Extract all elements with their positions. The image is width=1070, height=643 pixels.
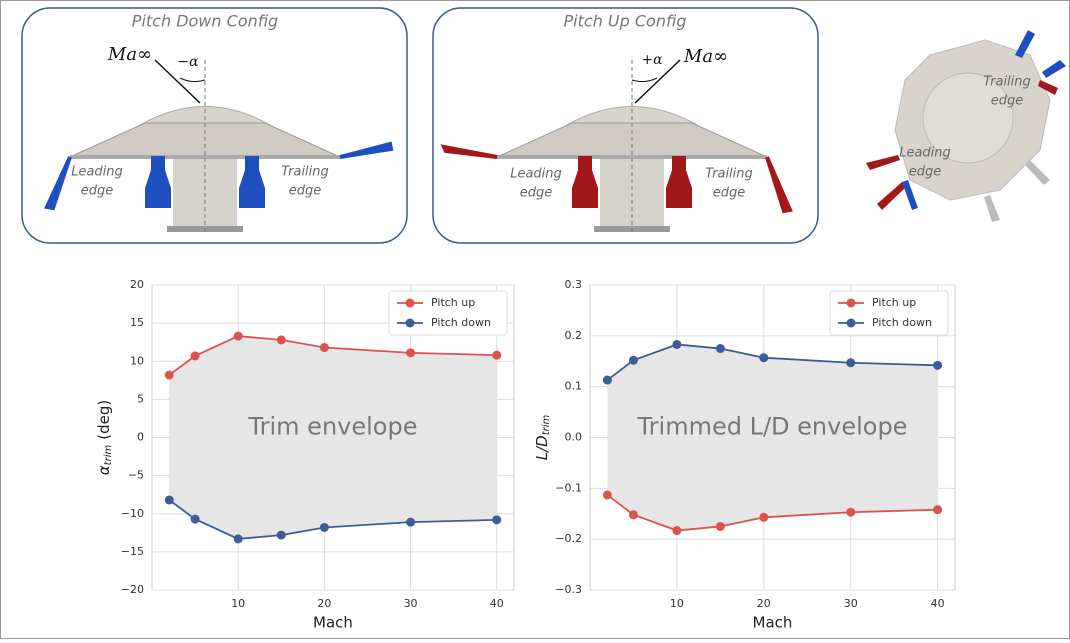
x-axis-label: Mach: [313, 614, 353, 632]
data-point: [277, 531, 286, 540]
y-tick-label: 0.0: [565, 431, 583, 444]
y-tick-label: −0.1: [555, 481, 582, 494]
y-axis-label-sub: trim: [103, 445, 114, 466]
trailing-edge-label: edge: [991, 94, 1024, 109]
data-point: [603, 376, 612, 385]
x-tick-label: 40: [490, 597, 504, 610]
y-tick-label: 0.2: [565, 329, 583, 342]
legend-marker: [847, 319, 856, 328]
y-axis-label-main: α: [95, 465, 113, 475]
angle-label: −α: [177, 54, 199, 70]
legend-label: Pitch down: [872, 316, 932, 329]
x-tick-label: 10: [231, 597, 245, 610]
legend-label: Pitch down: [431, 316, 491, 329]
y-tick-label: −15: [121, 545, 144, 558]
x-tick-label: 10: [670, 597, 684, 610]
x-tick-label: 30: [844, 597, 858, 610]
legend-label: Pitch up: [431, 296, 475, 309]
data-point: [165, 496, 174, 505]
y-tick-label: −0.2: [555, 532, 582, 545]
x-axis-label: Mach: [753, 614, 793, 632]
panel-title: Pitch Down Config: [132, 12, 278, 31]
y-axis-label-main: L/D: [533, 435, 551, 460]
trailing-edge-label: Trailing: [983, 75, 1031, 90]
data-point: [629, 356, 638, 365]
figure: Pitch Down Config Ma∞ −α Leading edge Trailin…: [0, 0, 1070, 639]
panel-title: Pitch Up Config: [564, 12, 687, 31]
data-point: [191, 351, 200, 360]
x-tick-label: 30: [404, 597, 418, 610]
data-point: [320, 343, 329, 352]
data-point: [672, 340, 681, 349]
data-point: [603, 490, 612, 499]
y-tick-label: −10: [121, 507, 144, 520]
x-tick-label: 20: [757, 597, 771, 610]
data-point: [406, 518, 415, 527]
data-point: [846, 508, 855, 517]
y-tick-label: 20: [130, 278, 144, 291]
y-tick-label: 0.3: [565, 278, 583, 291]
data-point: [759, 513, 768, 522]
data-point: [716, 344, 725, 353]
legend-marker: [406, 319, 415, 328]
y-axis-label-sub: trim: [541, 414, 552, 435]
freestream-label: Ma∞: [107, 44, 152, 65]
y-tick-label: −0.3: [555, 583, 582, 596]
y-axis-label-unit: (deg): [95, 400, 113, 440]
freestream-label: Ma∞: [683, 46, 728, 67]
data-point: [933, 361, 942, 370]
angle-label: +α: [641, 52, 663, 68]
data-point: [672, 526, 681, 535]
leading-edge-label: edge: [909, 165, 942, 180]
data-point: [277, 335, 286, 344]
legend-marker: [847, 299, 856, 308]
data-point: [320, 523, 329, 532]
data-point: [759, 353, 768, 362]
y-tick-label: 5: [137, 392, 144, 405]
leading-edge-label: edge: [520, 186, 553, 201]
data-point: [492, 351, 501, 360]
data-point: [234, 332, 243, 341]
x-tick-label: 40: [931, 597, 945, 610]
leading-edge-label: edge: [81, 184, 114, 199]
envelope-annotation: Trimmed L/D envelope: [637, 413, 908, 441]
data-point: [629, 510, 638, 519]
y-tick-label: 0.1: [565, 380, 583, 393]
data-point: [933, 505, 942, 514]
data-point: [165, 370, 174, 379]
y-tick-label: 15: [130, 316, 144, 329]
leading-edge-label: Leading: [71, 165, 123, 180]
data-point: [406, 348, 415, 357]
data-point: [492, 515, 501, 524]
trailing-edge-label: Trailing: [705, 167, 753, 182]
x-tick-label: 20: [317, 597, 331, 610]
leading-edge-label: Leading: [510, 167, 562, 182]
y-tick-label: −5: [128, 469, 144, 482]
data-point: [846, 358, 855, 367]
y-tick-label: −20: [121, 583, 144, 596]
legend-marker: [406, 299, 415, 308]
data-point: [191, 515, 200, 524]
envelope-annotation: Trim envelope: [248, 413, 418, 441]
leading-edge-label: Leading: [899, 146, 951, 161]
y-tick-label: 10: [130, 354, 144, 367]
data-point: [716, 522, 725, 531]
data-point: [234, 534, 243, 543]
y-tick-label: 0: [137, 431, 144, 444]
trailing-edge-label: Trailing: [281, 165, 329, 180]
trailing-edge-label: edge: [713, 186, 746, 201]
trailing-edge-label: edge: [289, 184, 322, 199]
legend-label: Pitch up: [872, 296, 916, 309]
